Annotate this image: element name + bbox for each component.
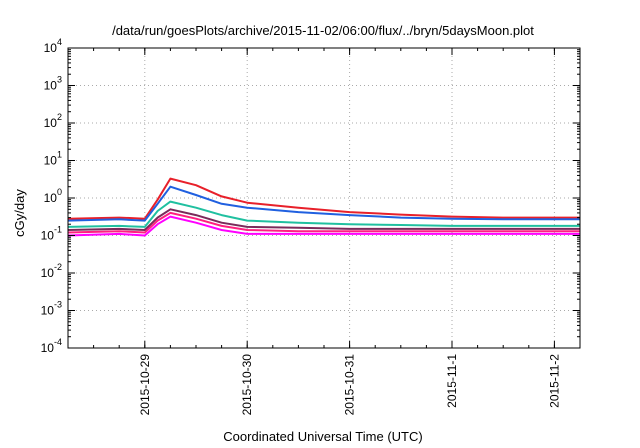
series-line-6 bbox=[67, 215, 580, 237]
x-tick-label: 2015-11-2 bbox=[547, 354, 561, 408]
series-line-4 bbox=[67, 208, 580, 231]
x-tick-label: 2015-10-31 bbox=[343, 354, 357, 416]
series-line-3 bbox=[67, 200, 580, 228]
y-tick-label: 100 bbox=[44, 187, 62, 205]
x-axis-label: Coordinated Universal Time (UTC) bbox=[223, 429, 422, 444]
y-tick-label: 103 bbox=[44, 75, 62, 93]
series-line-1 bbox=[67, 177, 580, 220]
chart-title: /data/run/goesPlots/archive/2015-11-02/0… bbox=[112, 23, 534, 38]
y-axis-label: cGy/day bbox=[12, 189, 27, 237]
x-tick-label: 2015-11-1 bbox=[445, 354, 459, 408]
x-tick-label: 2015-10-30 bbox=[240, 354, 254, 416]
y-tick-label: 10-4 bbox=[41, 337, 62, 355]
y-tick-label: 10-3 bbox=[41, 300, 62, 318]
series-group bbox=[67, 177, 580, 237]
y-tick-label: 104 bbox=[44, 37, 62, 55]
ticks: 10-4 10-3 10-2 10-1 100 101 102 103 104 2015-10-2… bbox=[41, 37, 580, 415]
y-tick-label: 101 bbox=[44, 150, 62, 168]
grid bbox=[68, 48, 580, 348]
plot-frame bbox=[67, 47, 581, 349]
x-tick-label: 2015-10-29 bbox=[138, 354, 152, 416]
series-line-2 bbox=[67, 185, 580, 222]
y-tick-label: 102 bbox=[44, 112, 62, 130]
y-tick-label: 10-2 bbox=[41, 262, 62, 280]
series-line-5 bbox=[67, 211, 580, 234]
y-tick-label: 10-1 bbox=[41, 225, 62, 243]
